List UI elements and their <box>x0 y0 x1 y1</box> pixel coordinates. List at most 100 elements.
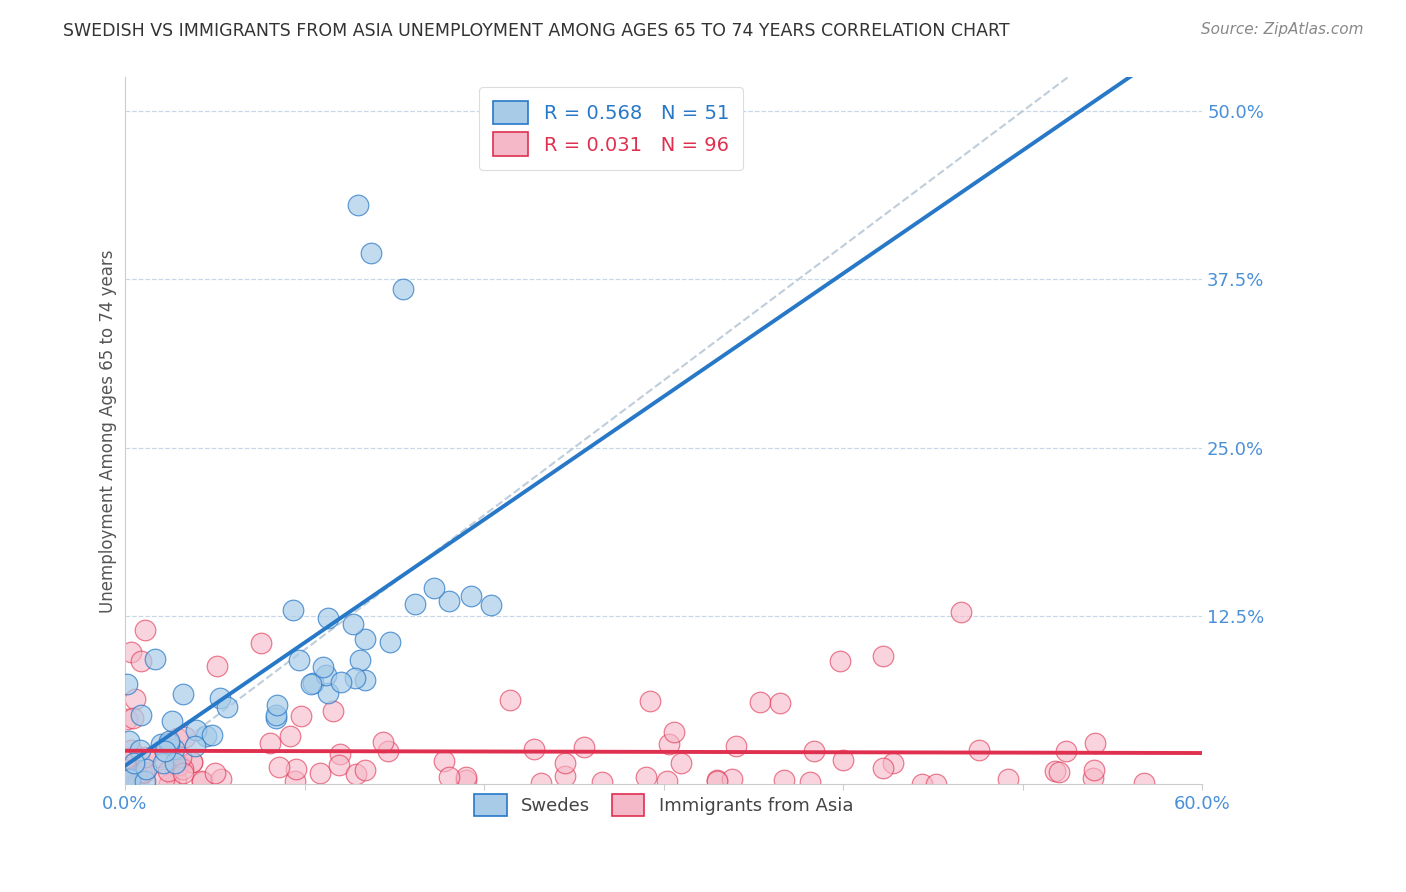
Point <box>872 649 894 664</box>
Point <box>454 771 477 785</box>
Point <box>523 741 546 756</box>
Legend: Swedes, Immigrants from Asia: Swedes, Immigrants from Asia <box>465 785 862 825</box>
Point <box>308 766 330 780</box>
Point <box>329 675 352 690</box>
Point <box>343 671 366 685</box>
Point <box>299 677 322 691</box>
Text: Source: ZipAtlas.com: Source: ZipAtlas.com <box>1201 22 1364 37</box>
Point <box>134 764 156 779</box>
Point <box>353 632 375 646</box>
Point <box>148 750 170 764</box>
Point <box>204 766 226 780</box>
Point <box>170 750 193 764</box>
Point <box>772 772 794 787</box>
Point <box>655 774 678 789</box>
Point <box>249 636 271 650</box>
Point <box>285 762 308 776</box>
Point <box>115 712 138 726</box>
Point <box>129 654 152 668</box>
Point <box>115 677 138 691</box>
Point <box>209 772 232 786</box>
Point <box>353 764 375 778</box>
Point <box>157 777 180 791</box>
Point <box>925 777 948 791</box>
Point <box>115 760 138 774</box>
Point <box>481 598 503 612</box>
Point <box>724 739 747 753</box>
Point <box>706 774 728 789</box>
Point <box>129 743 152 757</box>
Point <box>290 709 312 723</box>
Point <box>997 772 1019 787</box>
Point <box>131 708 153 723</box>
Point <box>127 766 149 780</box>
Point <box>669 756 692 770</box>
Point <box>373 735 395 749</box>
Point <box>118 772 141 787</box>
Point <box>131 766 153 780</box>
Point <box>266 698 288 712</box>
Point <box>174 730 197 744</box>
Point <box>377 744 399 758</box>
Point <box>872 761 894 775</box>
Point <box>288 653 311 667</box>
Point <box>194 729 217 743</box>
Point <box>311 659 333 673</box>
Point <box>349 653 371 667</box>
Point <box>530 776 553 790</box>
Point <box>122 756 145 771</box>
Point <box>344 767 367 781</box>
Point <box>1047 764 1070 779</box>
Point <box>153 744 176 758</box>
Point <box>115 751 138 765</box>
Point <box>207 659 229 673</box>
Point <box>554 756 576 770</box>
Point <box>118 734 141 748</box>
Point <box>135 762 157 776</box>
Point <box>640 693 662 707</box>
Point <box>911 776 934 790</box>
Point <box>172 766 194 780</box>
Point <box>284 774 307 789</box>
Point <box>803 744 825 758</box>
Point <box>165 772 187 786</box>
Point <box>392 282 415 296</box>
Point <box>316 611 339 625</box>
Point <box>404 597 426 611</box>
Point <box>124 754 146 768</box>
Point <box>460 589 482 603</box>
Point <box>118 772 141 786</box>
Point <box>183 739 205 753</box>
Point <box>127 774 149 789</box>
Point <box>217 699 239 714</box>
Point <box>456 772 478 787</box>
Point <box>122 773 145 788</box>
Point <box>347 198 370 212</box>
Point <box>134 773 156 788</box>
Point <box>439 594 461 608</box>
Point <box>322 705 344 719</box>
Point <box>664 725 686 739</box>
Point <box>118 774 141 789</box>
Point <box>134 623 156 637</box>
Point <box>315 668 337 682</box>
Point <box>278 729 301 743</box>
Point <box>318 686 340 700</box>
Point <box>269 760 291 774</box>
Point <box>831 753 853 767</box>
Point <box>378 634 401 648</box>
Point <box>120 742 142 756</box>
Point <box>134 749 156 764</box>
Point <box>120 645 142 659</box>
Point <box>1043 764 1066 778</box>
Point <box>181 756 204 770</box>
Point <box>209 691 232 706</box>
Point <box>121 711 143 725</box>
Point <box>591 775 613 789</box>
Point <box>969 742 991 756</box>
Point <box>172 762 194 776</box>
Point <box>636 770 658 784</box>
Point <box>1132 776 1154 790</box>
Point <box>342 617 364 632</box>
Point <box>1083 763 1105 777</box>
